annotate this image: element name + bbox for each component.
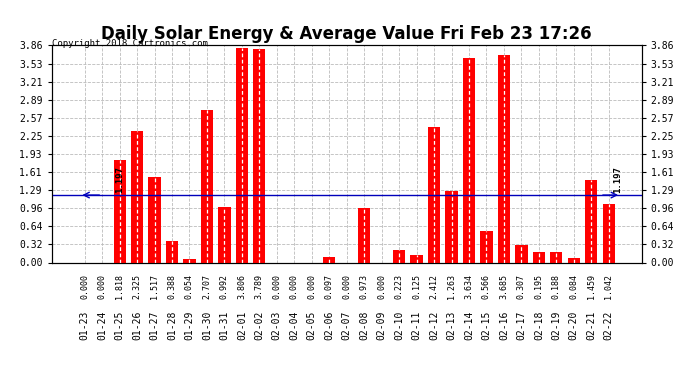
Text: 02-21: 02-21 bbox=[586, 310, 596, 340]
Text: 01-30: 01-30 bbox=[202, 310, 212, 340]
Text: 02-15: 02-15 bbox=[482, 310, 491, 340]
Text: 1.197: 1.197 bbox=[613, 166, 622, 193]
Text: 0.097: 0.097 bbox=[325, 274, 334, 300]
Text: Copyright 2018 Cartronics.com: Copyright 2018 Cartronics.com bbox=[52, 39, 208, 48]
Text: 02-08: 02-08 bbox=[359, 310, 369, 340]
Bar bbox=[428, 127, 440, 262]
Text: 02-19: 02-19 bbox=[551, 310, 562, 340]
Text: 0.125: 0.125 bbox=[412, 274, 421, 300]
Text: 01-26: 01-26 bbox=[132, 310, 142, 340]
Title: Daily Solar Energy & Average Value Fri Feb 23 17:26: Daily Solar Energy & Average Value Fri F… bbox=[101, 26, 592, 44]
Text: 02-20: 02-20 bbox=[569, 310, 579, 340]
Text: 0.223: 0.223 bbox=[395, 274, 404, 300]
Bar bbox=[393, 250, 405, 262]
Bar bbox=[568, 258, 580, 262]
Text: 2.325: 2.325 bbox=[132, 274, 141, 300]
Text: 3.789: 3.789 bbox=[255, 274, 264, 300]
Bar bbox=[184, 260, 195, 262]
Bar bbox=[218, 207, 230, 262]
Bar bbox=[480, 231, 493, 262]
Bar bbox=[131, 132, 144, 262]
Text: 01-29: 01-29 bbox=[184, 310, 195, 340]
Bar bbox=[236, 48, 248, 262]
Bar bbox=[585, 180, 598, 262]
Text: 01-31: 01-31 bbox=[219, 310, 230, 340]
Text: 02-07: 02-07 bbox=[342, 310, 352, 340]
Text: 0.000: 0.000 bbox=[377, 274, 386, 300]
Bar bbox=[358, 208, 371, 262]
Bar bbox=[411, 255, 423, 262]
Bar bbox=[446, 191, 457, 262]
Bar bbox=[602, 204, 615, 262]
Text: 1.197: 1.197 bbox=[115, 166, 124, 193]
Bar bbox=[114, 160, 126, 262]
Text: 1.459: 1.459 bbox=[586, 274, 595, 300]
Text: 01-28: 01-28 bbox=[167, 310, 177, 340]
Text: 0.188: 0.188 bbox=[552, 274, 561, 300]
Bar bbox=[550, 252, 562, 262]
Text: 02-05: 02-05 bbox=[307, 310, 317, 340]
Text: 0.000: 0.000 bbox=[290, 274, 299, 300]
Text: 0.084: 0.084 bbox=[569, 274, 578, 300]
Text: 02-10: 02-10 bbox=[394, 310, 404, 340]
Text: 2.412: 2.412 bbox=[430, 274, 439, 300]
Bar bbox=[201, 110, 213, 262]
Text: 0.000: 0.000 bbox=[342, 274, 351, 300]
Text: 02-18: 02-18 bbox=[534, 310, 544, 340]
Text: 3.685: 3.685 bbox=[500, 274, 509, 300]
Text: 1.517: 1.517 bbox=[150, 274, 159, 300]
Text: 02-04: 02-04 bbox=[289, 310, 299, 340]
Text: 0.000: 0.000 bbox=[98, 274, 107, 300]
Text: 02-22: 02-22 bbox=[604, 310, 614, 340]
Text: 02-14: 02-14 bbox=[464, 310, 474, 340]
Bar bbox=[498, 55, 510, 262]
Text: 0.000: 0.000 bbox=[80, 274, 89, 300]
Text: 02-01: 02-01 bbox=[237, 310, 247, 340]
Text: 02-09: 02-09 bbox=[377, 310, 386, 340]
Bar bbox=[148, 177, 161, 262]
Text: 1.263: 1.263 bbox=[447, 274, 456, 300]
Text: 0.992: 0.992 bbox=[220, 274, 229, 300]
Bar bbox=[166, 241, 178, 262]
Text: 2.707: 2.707 bbox=[202, 274, 211, 300]
Text: 0.307: 0.307 bbox=[517, 274, 526, 300]
Text: 02-11: 02-11 bbox=[412, 310, 422, 340]
Text: 01-23: 01-23 bbox=[79, 310, 90, 340]
Bar bbox=[323, 257, 335, 262]
Bar bbox=[463, 58, 475, 262]
Text: 01-25: 01-25 bbox=[115, 310, 125, 340]
Text: 02-16: 02-16 bbox=[499, 310, 509, 340]
Text: 02-02: 02-02 bbox=[255, 310, 264, 340]
Text: 3.634: 3.634 bbox=[464, 274, 473, 300]
Bar bbox=[533, 252, 545, 262]
Text: 01-24: 01-24 bbox=[97, 310, 107, 340]
Bar bbox=[515, 245, 528, 262]
Text: 02-13: 02-13 bbox=[446, 310, 457, 340]
Text: 1.042: 1.042 bbox=[604, 274, 613, 300]
Text: 01-27: 01-27 bbox=[150, 310, 159, 340]
Text: 0.566: 0.566 bbox=[482, 274, 491, 300]
Text: 02-12: 02-12 bbox=[429, 310, 439, 340]
Text: 0.000: 0.000 bbox=[273, 274, 282, 300]
Text: 02-06: 02-06 bbox=[324, 310, 334, 340]
Text: 3.806: 3.806 bbox=[237, 274, 246, 300]
Bar bbox=[253, 49, 266, 262]
Text: 0.000: 0.000 bbox=[307, 274, 316, 300]
Text: 1.818: 1.818 bbox=[115, 274, 124, 300]
Text: 0.388: 0.388 bbox=[168, 274, 177, 300]
Text: 0.973: 0.973 bbox=[359, 274, 368, 300]
Text: 02-03: 02-03 bbox=[272, 310, 282, 340]
Text: 0.054: 0.054 bbox=[185, 274, 194, 300]
Text: 02-17: 02-17 bbox=[516, 310, 526, 340]
Text: 0.195: 0.195 bbox=[534, 274, 544, 300]
